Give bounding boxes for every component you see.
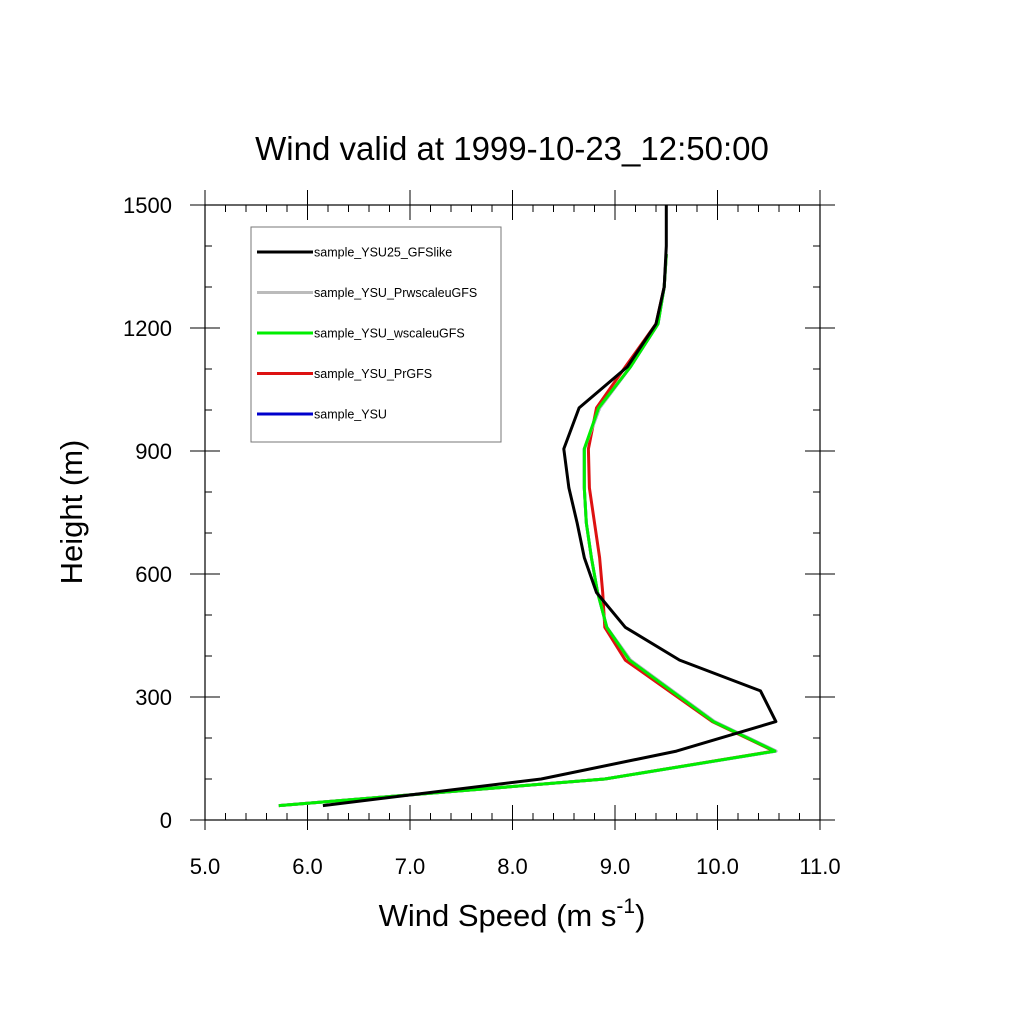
x-tick-label: 9.0 <box>600 854 631 879</box>
y-tick-label: 0 <box>160 808 172 833</box>
axis-ticks <box>190 190 835 830</box>
legend-label: sample_YSU25_GFSlike <box>314 246 452 260</box>
x-tick-label: 10.0 <box>696 854 739 879</box>
y-tick-label: 300 <box>135 685 172 710</box>
x-axis-title-main: Wind Speed (m s <box>379 898 617 933</box>
legend-label: sample_YSU_PrwscaleuGFS <box>314 286 477 300</box>
x-axis-title-suffix: ) <box>635 898 645 933</box>
legend-label: sample_YSU_PrGFS <box>314 367 432 381</box>
legend: sample_YSU25_GFSlike sample_YSU_Prwscaleu… <box>250 226 502 443</box>
axis-tick-labels: 5.0 6.0 7.0 8.0 9.0 10.0 11.0 0 300 600 900 1200 150… <box>123 193 841 879</box>
x-tick-label: 8.0 <box>497 854 528 879</box>
x-tick-label: 5.0 <box>190 854 221 879</box>
y-tick-label: 1500 <box>123 193 172 218</box>
legend-label: sample_YSU_wscaleuGFS <box>314 327 465 341</box>
series-line-sample_YSU25_GFSlike <box>322 205 778 808</box>
y-axis-title: Height (m) <box>54 440 89 585</box>
y-tick-label: 900 <box>135 439 172 464</box>
x-tick-label: 11.0 <box>799 854 840 879</box>
y-tick-label: 1200 <box>123 316 172 341</box>
x-tick-label: 6.0 <box>292 854 323 879</box>
x-axis-title-superscript: -1 <box>616 895 635 918</box>
legend-label: sample_YSU <box>314 408 387 422</box>
x-tick-label: 7.0 <box>395 854 426 879</box>
y-tick-label: 600 <box>135 562 172 587</box>
plot-frame <box>204 204 821 821</box>
plot-series <box>278 205 778 808</box>
series-line-sample_YSU_wscaleuGFS <box>278 254 777 808</box>
x-axis-title: Wind Speed (m s-1) <box>379 895 646 933</box>
chart-title: Wind valid at 1999-10-23_12:50:00 <box>255 130 769 167</box>
